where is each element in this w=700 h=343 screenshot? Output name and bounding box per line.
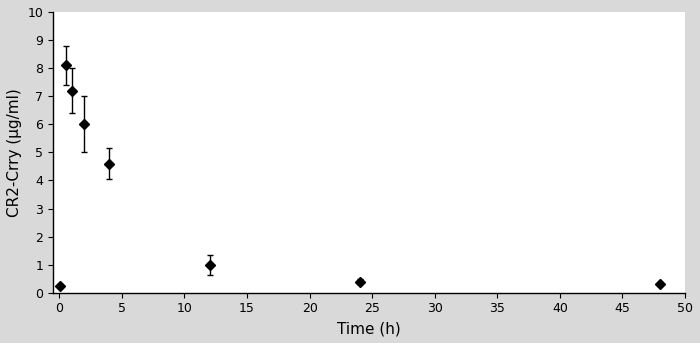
Y-axis label: CR2-Crry (μg/ml): CR2-Crry (μg/ml): [7, 88, 22, 217]
X-axis label: Time (h): Time (h): [337, 321, 401, 336]
